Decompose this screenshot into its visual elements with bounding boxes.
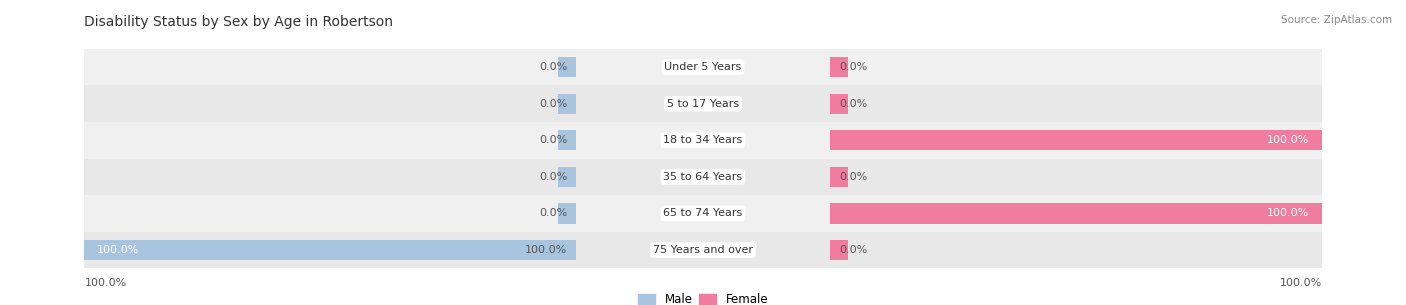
Bar bbox=[558, 94, 576, 114]
Bar bbox=[558, 203, 576, 224]
Bar bbox=[84, 85, 1322, 122]
Text: 0.0%: 0.0% bbox=[839, 99, 868, 109]
Bar bbox=[830, 240, 848, 260]
Bar bbox=[558, 57, 576, 77]
Bar bbox=[84, 159, 1322, 195]
Text: Disability Status by Sex by Age in Robertson: Disability Status by Sex by Age in Rober… bbox=[84, 15, 394, 29]
Bar bbox=[84, 232, 1322, 268]
Text: 100.0%: 100.0% bbox=[84, 278, 127, 288]
Legend: Male, Female: Male, Female bbox=[633, 288, 773, 305]
Bar bbox=[84, 240, 576, 260]
Text: 65 to 74 Years: 65 to 74 Years bbox=[664, 209, 742, 218]
Text: 0.0%: 0.0% bbox=[538, 209, 567, 218]
Text: 0.0%: 0.0% bbox=[538, 172, 567, 182]
Text: 0.0%: 0.0% bbox=[839, 245, 868, 255]
Text: 0.0%: 0.0% bbox=[839, 172, 868, 182]
Text: 0.0%: 0.0% bbox=[538, 62, 567, 72]
Bar bbox=[830, 94, 848, 114]
Text: 0.0%: 0.0% bbox=[839, 62, 868, 72]
Text: 5 to 17 Years: 5 to 17 Years bbox=[666, 99, 740, 109]
Bar bbox=[84, 49, 1322, 85]
Text: 100.0%: 100.0% bbox=[1267, 135, 1309, 145]
Text: 35 to 64 Years: 35 to 64 Years bbox=[664, 172, 742, 182]
Text: 100.0%: 100.0% bbox=[1279, 278, 1322, 288]
Text: 75 Years and over: 75 Years and over bbox=[652, 245, 754, 255]
Text: Under 5 Years: Under 5 Years bbox=[665, 62, 741, 72]
Text: 18 to 34 Years: 18 to 34 Years bbox=[664, 135, 742, 145]
Bar bbox=[830, 130, 1322, 150]
Text: 100.0%: 100.0% bbox=[524, 245, 567, 255]
Text: 0.0%: 0.0% bbox=[538, 99, 567, 109]
Bar bbox=[830, 203, 1322, 224]
Text: 100.0%: 100.0% bbox=[1267, 209, 1309, 218]
Text: Source: ZipAtlas.com: Source: ZipAtlas.com bbox=[1281, 15, 1392, 25]
Bar bbox=[84, 122, 1322, 159]
Bar bbox=[830, 57, 848, 77]
Bar bbox=[558, 130, 576, 150]
Bar bbox=[84, 195, 1322, 232]
Bar bbox=[830, 167, 848, 187]
Text: 100.0%: 100.0% bbox=[97, 245, 139, 255]
Bar bbox=[558, 167, 576, 187]
Text: 0.0%: 0.0% bbox=[538, 135, 567, 145]
